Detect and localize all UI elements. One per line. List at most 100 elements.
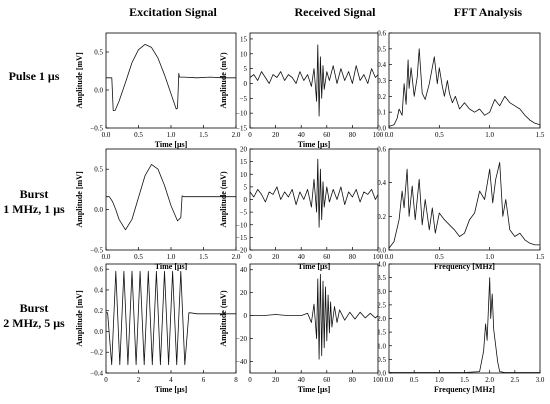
x-tick-label: 60 [323, 253, 331, 261]
x-tick-label: 60 [323, 131, 331, 139]
x-tick-label: 40 [298, 376, 306, 384]
y-tick-label: 15 [240, 35, 248, 43]
x-tick-label: 0.0 [385, 131, 394, 139]
series-line [106, 270, 236, 366]
x-axis-label: Time [μs] [298, 385, 331, 394]
series-line [389, 277, 540, 373]
row-label-burst-1-line2: 1 MHz, 1 μs [3, 202, 65, 216]
series-line [388, 48, 541, 127]
x-tick-label: 0.0 [385, 376, 394, 384]
x-tick-label: 0.5 [435, 131, 444, 139]
y-tick-label: −10 [236, 221, 247, 229]
y-tick-label: 3.0 [377, 288, 386, 296]
chart-2-0: 0 2 4 6 8 −0.4 −0.2 0.0 0.2 0.4 0.6 Time [μs] Amplit… [75, 263, 238, 394]
y-tick-label: 2.0 [377, 315, 386, 323]
y-tick-label: −20 [236, 335, 247, 343]
y-tick-label: 0.2 [94, 307, 103, 315]
y-tick-label: 0.0 [377, 370, 386, 378]
x-tick-label: 80 [349, 131, 357, 139]
x-tick-label: 4 [169, 376, 173, 384]
chart-1-2: 0.0 0.5 1.0 1.5 0.0 0.2 0.4 0.6 Frequency [MHz] [377, 146, 545, 272]
row-label-burst-1-line1: Burst [20, 187, 49, 201]
y-tick-label: −5 [240, 209, 248, 217]
series-line [106, 44, 236, 111]
y-tick-label: 5 [244, 183, 248, 191]
x-axis-label: Frequency [MHz] [434, 262, 495, 271]
x-tick-label: 20 [272, 131, 280, 139]
plot-frame [105, 263, 237, 374]
x-tick-label: 2.0 [232, 131, 241, 139]
plot-frame [249, 32, 379, 129]
y-axis-label: Amplitude (mV) [219, 290, 228, 347]
x-axis-label: Time [μs] [298, 140, 331, 149]
series-line [388, 162, 540, 249]
row-label-pulse: Pulse 1 μs [9, 69, 60, 83]
y-tick-label: 40 [240, 266, 248, 274]
y-tick-label: 0.0 [94, 206, 103, 214]
y-axis-label: Amplitude [mV] [75, 290, 84, 347]
y-tick-label: −10 [236, 110, 247, 118]
x-tick-label: 0 [248, 131, 252, 139]
y-tick-label: 0 [244, 196, 248, 204]
y-tick-label: 0.0 [377, 247, 386, 255]
y-tick-label: 0.5 [377, 356, 386, 364]
x-tick-label: 0 [104, 376, 108, 384]
y-tick-label: −0.4 [90, 370, 103, 378]
x-tick-label: 3.0 [536, 376, 545, 384]
y-tick-label: −40 [236, 358, 247, 366]
y-tick-label: 0.5 [94, 166, 103, 174]
x-axis-label: Time [μs] [298, 262, 331, 271]
y-tick-label: 20 [240, 289, 248, 297]
x-tick-label: 1.0 [435, 376, 444, 384]
y-tick-label: −15 [236, 125, 247, 133]
y-tick-label: 5 [244, 65, 248, 73]
plot-frame [105, 148, 237, 251]
y-tick-label: −15 [236, 234, 247, 242]
column-title-fft: FFT Analysis [454, 5, 522, 19]
y-tick-label: −5 [240, 95, 248, 103]
y-tick-label: 1.5 [377, 329, 386, 337]
x-tick-label: 1.0 [485, 253, 494, 261]
y-tick-label: 0 [244, 80, 248, 88]
y-tick-label: 0.0 [377, 125, 386, 133]
y-tick-label: −0.5 [90, 125, 103, 133]
y-tick-label: 2.5 [377, 301, 386, 309]
y-tick-label: 0.4 [377, 179, 386, 187]
y-axis-label: Amplitude [mV] [75, 52, 84, 109]
y-tick-label: 0.4 [377, 61, 386, 69]
y-tick-label: 0.0 [94, 328, 103, 336]
y-tick-label: 15 [240, 158, 248, 166]
x-tick-label: 2.0 [485, 376, 494, 384]
y-tick-label: 0.2 [377, 213, 386, 221]
y-tick-label: 0.6 [94, 266, 103, 274]
x-tick-label: 2.0 [232, 253, 241, 261]
x-tick-label: 40 [298, 131, 306, 139]
x-tick-label: 60 [323, 376, 331, 384]
plot-frame [249, 148, 379, 251]
y-axis-label: Amplitude (mV) [219, 171, 228, 228]
x-tick-label: 1.5 [199, 253, 208, 261]
series-line [249, 44, 379, 117]
x-tick-label: 80 [349, 253, 357, 261]
column-title-excitation: Excitation Signal [129, 5, 217, 19]
plot-frame [388, 32, 541, 129]
x-tick-label: 0.5 [435, 253, 444, 261]
x-tick-label: 1.0 [485, 131, 494, 139]
x-tick-label: 80 [349, 376, 357, 384]
x-tick-label: 2.5 [510, 376, 519, 384]
row-label-burst-2-line2: 2 MHz, 5 μs [3, 316, 65, 330]
x-tick-label: 0.5 [134, 131, 143, 139]
series-line [250, 273, 379, 360]
x-tick-label: 1.5 [199, 131, 208, 139]
x-tick-label: 20 [272, 253, 280, 261]
y-tick-label: 3.5 [377, 274, 386, 282]
x-tick-label: 1.0 [167, 253, 176, 261]
x-tick-label: 0.0 [102, 253, 111, 261]
y-tick-label: 0.1 [377, 109, 386, 117]
plot-frame [388, 263, 541, 374]
x-tick-label: 40 [298, 253, 306, 261]
x-tick-label: 20 [272, 376, 280, 384]
